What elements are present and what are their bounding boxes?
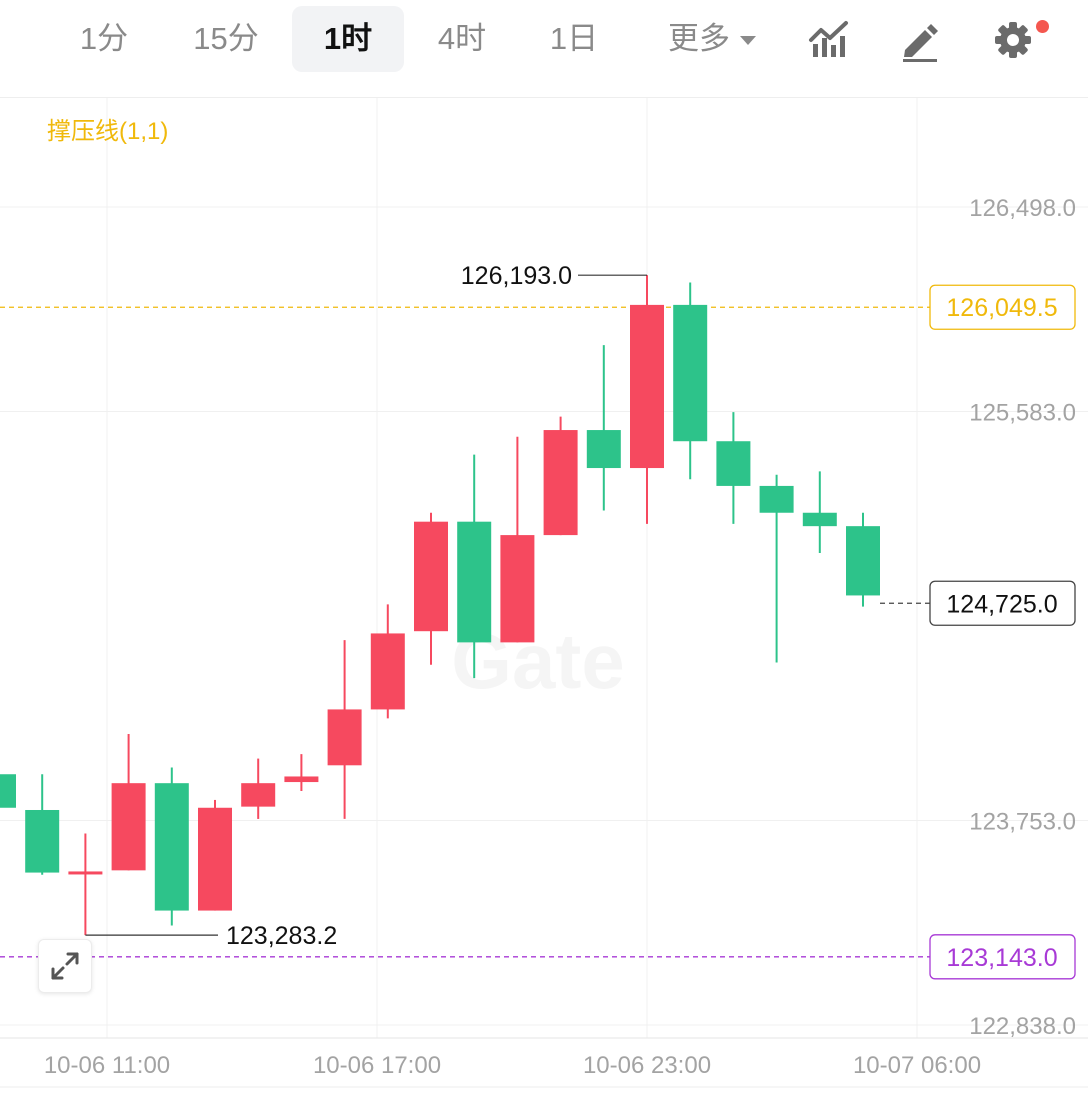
candle bbox=[716, 412, 751, 524]
candle-body bbox=[543, 430, 578, 536]
chart-indicator-icon bbox=[809, 21, 848, 57]
candle-body bbox=[0, 774, 16, 808]
y-tick-label: 125,583.0 bbox=[969, 400, 1076, 427]
draw-pen-icon bbox=[903, 24, 938, 62]
candlestick-chart: Gate 撑压线(1,1) 126,049.5123,143.0124,725.… bbox=[0, 98, 1088, 1088]
x-tick-label: 10-06 11:00 bbox=[44, 1052, 170, 1079]
chevron-down-icon bbox=[740, 36, 756, 46]
candles bbox=[0, 275, 880, 936]
candle bbox=[802, 471, 837, 553]
low-price-label: 123,283.2 bbox=[226, 922, 337, 950]
candle bbox=[759, 474, 794, 663]
candle bbox=[198, 799, 232, 911]
y-axis: 126,498.0 125,583.0 123,753.0 122,838.0 bbox=[969, 195, 1076, 1040]
settings-notification-badge bbox=[1036, 20, 1049, 33]
x-axis: 10-06 11:00 10-06 17:00 10-06 23:00 10-07 0… bbox=[0, 1037, 1088, 1088]
resistance-label-box bbox=[929, 284, 1076, 330]
timeframe-toolbar: 1分 15分 1时 4时 1日 更多 bbox=[0, 0, 1088, 98]
candle-body bbox=[414, 521, 448, 632]
candle-body bbox=[716, 441, 751, 486]
y-tick-label: 122,838.0 bbox=[969, 1013, 1076, 1040]
candle bbox=[457, 454, 492, 679]
settings-button[interactable] bbox=[988, 14, 1038, 64]
candle bbox=[673, 282, 708, 480]
gear-icon bbox=[995, 22, 1031, 58]
candle bbox=[846, 512, 880, 607]
candle-body bbox=[673, 304, 708, 442]
candle bbox=[111, 734, 146, 871]
tab-1min[interactable]: 1分 bbox=[79, 21, 129, 56]
y-tick-label: 126,498.0 bbox=[969, 195, 1076, 222]
high-price-label: 126,193.0 bbox=[461, 262, 572, 290]
x-tick-label: 10-06 23:00 bbox=[583, 1052, 711, 1079]
support-label-box bbox=[929, 934, 1076, 980]
fullscreen-button[interactable] bbox=[38, 939, 92, 993]
candle bbox=[284, 754, 319, 791]
candle bbox=[630, 275, 664, 524]
tab-4hour[interactable]: 4时 bbox=[437, 21, 487, 56]
price-lines: 126,049.5 123,143.0 124,725.0 bbox=[0, 284, 1076, 980]
candle-body bbox=[802, 512, 837, 527]
candle-body bbox=[327, 709, 362, 766]
last-price-label: 124,725.0 bbox=[946, 590, 1057, 618]
candle bbox=[25, 774, 60, 875]
candle-body bbox=[241, 783, 276, 807]
candle-body bbox=[500, 535, 535, 643]
candle-body bbox=[198, 807, 232, 911]
expand-arrows-icon bbox=[51, 952, 79, 980]
candle bbox=[414, 512, 448, 665]
candle bbox=[543, 416, 578, 536]
candle-body bbox=[759, 485, 794, 513]
x-tick-label: 10-06 17:00 bbox=[313, 1052, 441, 1079]
candle-body bbox=[111, 783, 146, 871]
last-price-label-box bbox=[929, 580, 1076, 626]
x-tick-label: 10-07 06:00 bbox=[853, 1052, 981, 1079]
support-label: 123,143.0 bbox=[946, 944, 1057, 972]
candle bbox=[68, 833, 103, 936]
candle bbox=[500, 436, 535, 643]
tab-15min[interactable]: 15分 bbox=[193, 21, 259, 56]
candle-body bbox=[846, 526, 880, 596]
candle-body bbox=[68, 871, 103, 875]
candle-body bbox=[457, 521, 492, 643]
annotations: 126,193.0 123,283.2 bbox=[85, 262, 647, 950]
tab-more-label: 更多 bbox=[668, 21, 730, 56]
candle bbox=[327, 640, 362, 819]
candle-body bbox=[370, 633, 405, 710]
indicator-label: 撑压线(1,1) bbox=[47, 118, 168, 145]
candle-body bbox=[630, 304, 664, 469]
candle-body bbox=[586, 430, 621, 469]
resistance-label: 126,049.5 bbox=[946, 294, 1057, 322]
tab-1day[interactable]: 1日 bbox=[549, 21, 599, 56]
tab-1hour[interactable]: 1时 bbox=[292, 6, 404, 72]
candle-body bbox=[25, 809, 60, 873]
candle bbox=[241, 758, 276, 819]
candle-body bbox=[284, 776, 319, 783]
candle bbox=[0, 774, 16, 808]
draw-tool-button[interactable] bbox=[895, 14, 945, 64]
y-tick-label: 123,753.0 bbox=[969, 809, 1076, 836]
candle bbox=[370, 604, 405, 719]
chart-grid bbox=[0, 98, 1088, 1038]
candle bbox=[586, 345, 621, 511]
tab-more[interactable]: 更多 bbox=[650, 6, 774, 72]
candle-body bbox=[154, 783, 189, 911]
candle bbox=[154, 767, 189, 926]
chart-indicator-button[interactable] bbox=[805, 14, 855, 64]
